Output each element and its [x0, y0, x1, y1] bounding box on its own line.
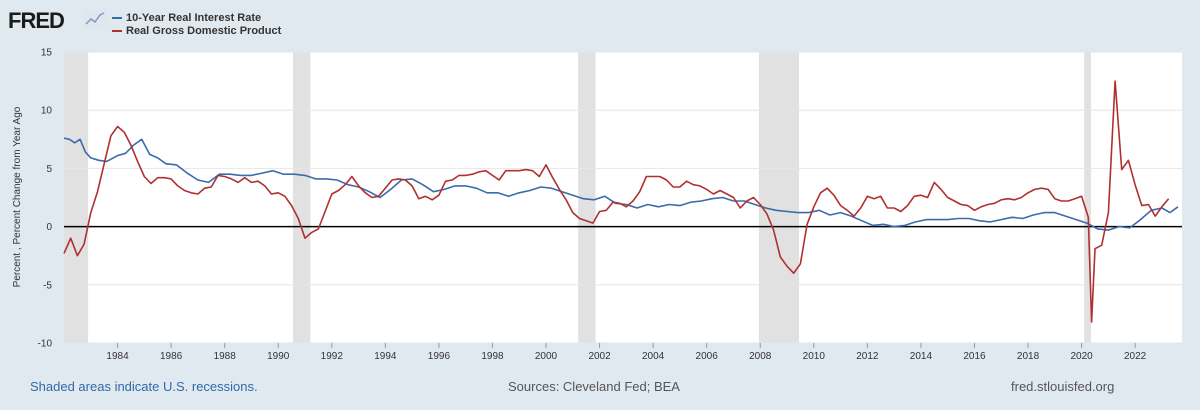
- x-tick-label: 2012: [856, 351, 879, 362]
- y-axis-title: Percent , Percent Change from Year Ago: [12, 106, 23, 287]
- recession-band-3: [578, 52, 596, 343]
- recession-band-4: [758, 52, 800, 343]
- x-axis-ticks: 1984 1986 1988 1990 1992 1994 1996 1998 2000 2002…: [106, 343, 1147, 362]
- x-tick-label: 1988: [214, 351, 237, 362]
- legend-label-series-2: Real Gross Domestic Product: [126, 25, 282, 37]
- fred-logo-graph-icon: [84, 10, 106, 28]
- recession-band-2: [292, 52, 311, 343]
- x-tick-label: 2008: [749, 351, 772, 362]
- x-tick-label: 2006: [696, 351, 719, 362]
- y-axis-ticks: -10 -5 0 5 10 15: [38, 48, 53, 350]
- recession-band-1: [64, 52, 89, 343]
- x-tick-label: 2014: [910, 351, 933, 362]
- x-tick-label: 1984: [106, 351, 129, 362]
- legend-swatch-series-2: [112, 30, 122, 33]
- x-tick-label: 1986: [160, 351, 183, 362]
- plot-background: [64, 52, 1182, 343]
- fred-logo[interactable]: FRED: [8, 8, 65, 33]
- x-tick-label: 2016: [963, 351, 986, 362]
- y-tick-label: 0: [46, 222, 52, 233]
- x-tick-label: 2000: [535, 351, 558, 362]
- x-tick-label: 1992: [321, 351, 344, 362]
- legend-item-series-1[interactable]: 10-Year Real Interest Rate: [112, 12, 261, 24]
- x-tick-label: 1990: [267, 351, 290, 362]
- recession-note[interactable]: Shaded areas indicate U.S. recessions.: [30, 379, 258, 394]
- series-line-1[interactable]: [63, 137, 1179, 231]
- y-tick-label: 10: [41, 106, 53, 117]
- x-tick-label: 2010: [803, 351, 826, 362]
- x-tick-label: 2020: [1070, 351, 1093, 362]
- x-tick-label: 2018: [1017, 351, 1040, 362]
- x-tick-label: 1998: [481, 351, 504, 362]
- legend-item-series-2[interactable]: Real Gross Domestic Product: [112, 25, 281, 37]
- x-tick-label: 2004: [642, 351, 665, 362]
- x-tick-label: 2022: [1124, 351, 1147, 362]
- fred-url[interactable]: fred.stlouisfed.org: [1011, 379, 1115, 394]
- series-line-2[interactable]: [63, 80, 1170, 323]
- x-tick-label: 1996: [428, 351, 451, 362]
- y-tick-label: 5: [46, 164, 52, 175]
- y-tick-label: -10: [38, 339, 53, 350]
- legend-label-series-1: 10-Year Real Interest Rate: [126, 12, 262, 24]
- legend-swatch-series-1: [112, 17, 122, 20]
- x-tick-label: 1994: [374, 351, 397, 362]
- recession-band-5: [1084, 52, 1091, 343]
- sources-text: Sources: Cleveland Fed; BEA: [508, 379, 680, 394]
- y-tick-label: -5: [43, 280, 52, 291]
- chart-header: FRED 10-Year Real Interest Rate Real Gro…: [8, 4, 608, 40]
- grid-lines: [64, 51, 1182, 344]
- series-lines: [63, 80, 1179, 323]
- x-tick-label: 2002: [588, 351, 611, 362]
- y-tick-label: 15: [41, 48, 53, 59]
- recession-shading: [64, 52, 1091, 343]
